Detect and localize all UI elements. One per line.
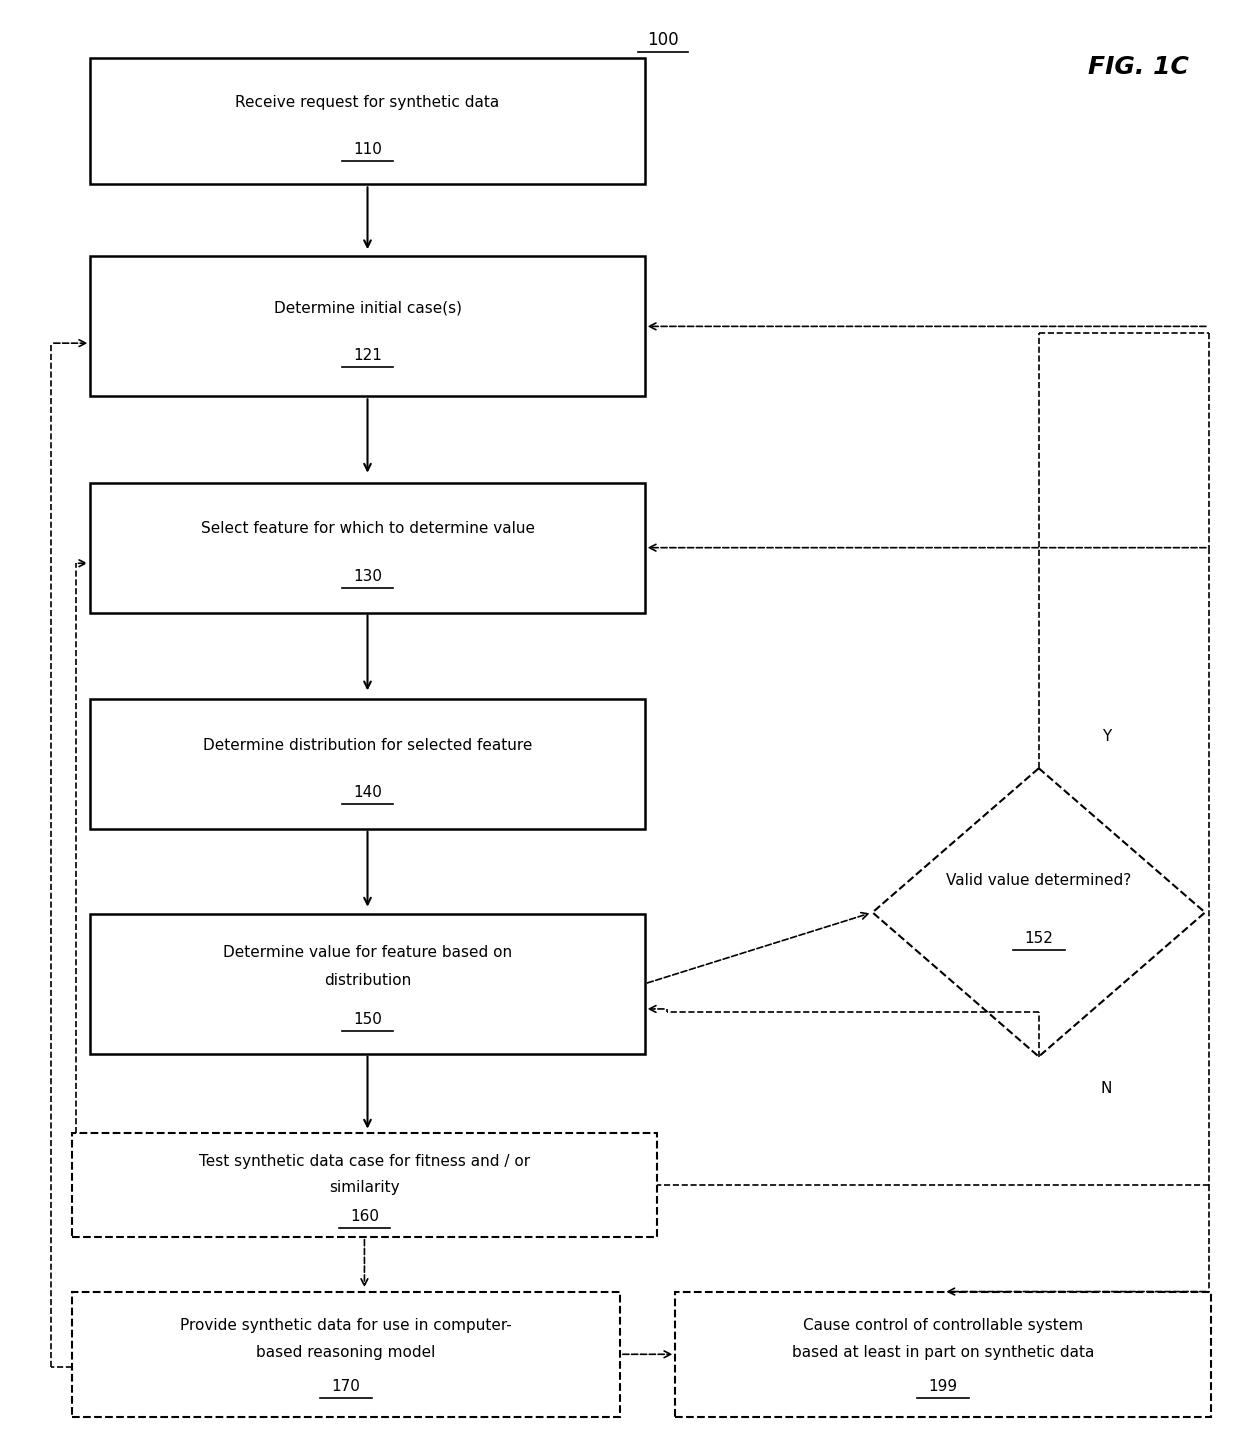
Text: 152: 152 [1024,931,1053,945]
Text: Determine initial case(s): Determine initial case(s) [274,300,461,315]
Text: 130: 130 [353,568,382,584]
Text: Test synthetic data case for fitness and / or: Test synthetic data case for fitness and… [198,1154,529,1169]
Text: based at least in part on synthetic data: based at least in part on synthetic data [792,1346,1095,1360]
FancyBboxPatch shape [72,1292,620,1417]
Text: Y: Y [1102,729,1111,744]
Text: similarity: similarity [329,1180,399,1195]
Text: 160: 160 [350,1209,379,1224]
Text: FIG. 1C: FIG. 1C [1087,55,1189,78]
FancyBboxPatch shape [91,58,645,184]
Text: 199: 199 [929,1379,957,1393]
Text: Receive request for synthetic data: Receive request for synthetic data [236,94,500,110]
Text: 100: 100 [647,32,680,49]
FancyBboxPatch shape [91,914,645,1054]
Text: Valid value determined?: Valid value determined? [946,873,1131,889]
Text: Cause control of controllable system: Cause control of controllable system [804,1318,1084,1333]
FancyBboxPatch shape [91,699,645,829]
Text: 121: 121 [353,348,382,362]
Text: N: N [1101,1080,1112,1096]
Text: Select feature for which to determine value: Select feature for which to determine va… [201,522,534,536]
Text: 110: 110 [353,142,382,157]
Text: Provide synthetic data for use in computer-: Provide synthetic data for use in comput… [180,1318,512,1333]
Text: distribution: distribution [324,973,412,989]
Text: Determine distribution for selected feature: Determine distribution for selected feat… [203,738,532,753]
FancyBboxPatch shape [91,483,645,612]
FancyBboxPatch shape [72,1132,657,1237]
Text: 150: 150 [353,1012,382,1027]
FancyBboxPatch shape [676,1292,1211,1417]
Text: 170: 170 [331,1379,361,1393]
Text: based reasoning model: based reasoning model [257,1346,435,1360]
Text: 140: 140 [353,786,382,800]
FancyBboxPatch shape [91,257,645,396]
Text: Determine value for feature based on: Determine value for feature based on [223,944,512,960]
